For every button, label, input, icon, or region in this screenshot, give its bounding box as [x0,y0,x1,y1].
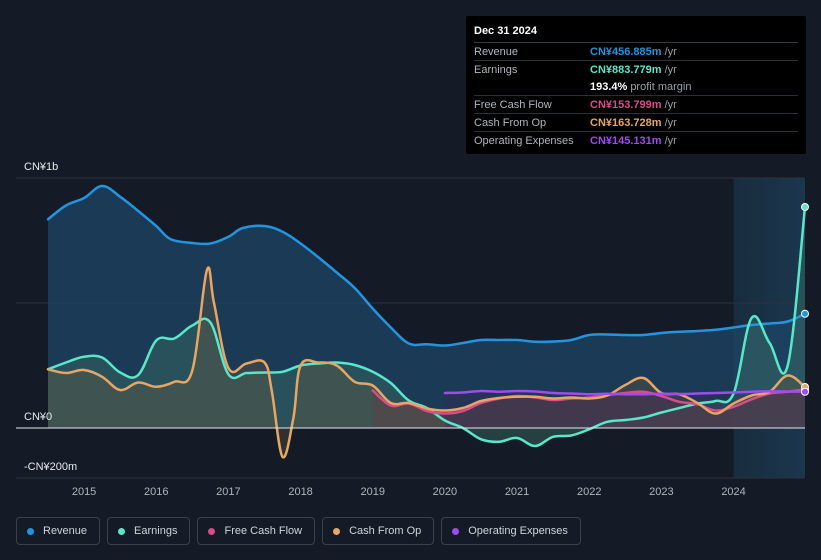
legend-label: Free Cash Flow [224,525,303,537]
tooltip-label: Free Cash Flow [474,98,552,111]
legend-item-cash-from-op[interactable]: Cash From Op [322,517,435,545]
tooltip-unit: /yr [664,98,677,111]
legend-item-operating-expenses[interactable]: Operating Expenses [441,517,581,545]
earnings-end-point [801,203,809,211]
tooltip-row-revenue: Revenue CN¥456.885m /yr [474,43,798,61]
y-axis-label: CN¥0 [24,411,52,423]
y-axis-label: CN¥1b [24,161,58,173]
revenue-line [46,184,807,347]
legend-dot-icon [452,527,460,535]
profit-margin-text: profit margin [630,80,692,93]
earnings-area [48,207,805,447]
tooltip-label: Cash From Op [474,116,547,129]
tooltip-label: Earnings [474,63,518,76]
x-tick-label: 2020 [433,486,457,498]
operating-expenses-line [443,389,807,396]
tooltip-unit: /yr [664,45,677,58]
tooltip-label: Revenue [474,45,519,58]
x-tick-label: 2021 [505,486,529,498]
legend-item-free-cash-flow[interactable]: Free Cash Flow [197,517,316,545]
x-tick-label: 2017 [216,486,240,498]
x-tick-label: 2023 [649,486,673,498]
y-axis-label: -CN¥200m [24,461,77,473]
x-tick-label: 2015 [72,486,96,498]
x-tick-label: 2024 [721,486,745,498]
legend-item-earnings[interactable]: Earnings [107,517,191,545]
x-tick-label: 2018 [288,486,312,498]
free-cash-flow-area [372,389,805,428]
legend-item-revenue[interactable]: Revenue [16,517,101,545]
tooltip-value: CN¥145.131m [590,134,662,147]
cash-from-op-area [48,267,805,458]
tooltip-row-cash-from-op: Cash From Op CN¥163.728m /yr [474,114,798,132]
tooltip-row-free-cash-flow: Free Cash Flow CN¥153.799m /yr [474,96,798,114]
profit-margin-value: 193.4% [590,80,628,93]
x-tick-label: 2019 [360,486,384,498]
tooltip-label: Operating Expenses [474,134,574,147]
legend-dot-icon [208,527,216,535]
revenue-area [48,185,805,428]
legend-label: Earnings [134,525,178,537]
tooltip-value: CN¥456.885m [590,45,662,58]
tooltip-value: CN¥883.779m [590,63,662,76]
legend-dot-icon [333,527,341,535]
revenue-end-point [801,309,809,318]
legend: Revenue Earnings Free Cash Flow Cash Fro… [16,517,581,545]
legend-dot-icon [27,527,34,535]
legend-label: Revenue [43,525,88,537]
tooltip-unit: /yr [664,116,677,129]
operating-expenses-end-point [801,387,809,396]
x-tick-label: 2016 [144,486,168,498]
legend-label: Operating Expenses [468,525,568,537]
x-tick-label: 2022 [577,486,601,498]
tooltip-row-operating-expenses: Operating Expenses CN¥145.131m /yr [474,132,798,149]
tooltip-value: CN¥153.799m [590,98,662,111]
legend-dot-icon [118,527,126,535]
tooltip-date: Dec 31 2024 [474,24,798,43]
tooltip-row-earnings: Earnings CN¥883.779m /yr 193.4% profit m… [474,61,798,96]
tooltip-unit: /yr [664,134,677,147]
legend-label: Cash From Op [349,525,422,537]
tooltip-unit: /yr [664,63,677,76]
tooltip-panel: Dec 31 2024 Revenue CN¥456.885m /yr Earn… [466,16,806,154]
tooltip-value: CN¥163.728m [590,116,662,129]
